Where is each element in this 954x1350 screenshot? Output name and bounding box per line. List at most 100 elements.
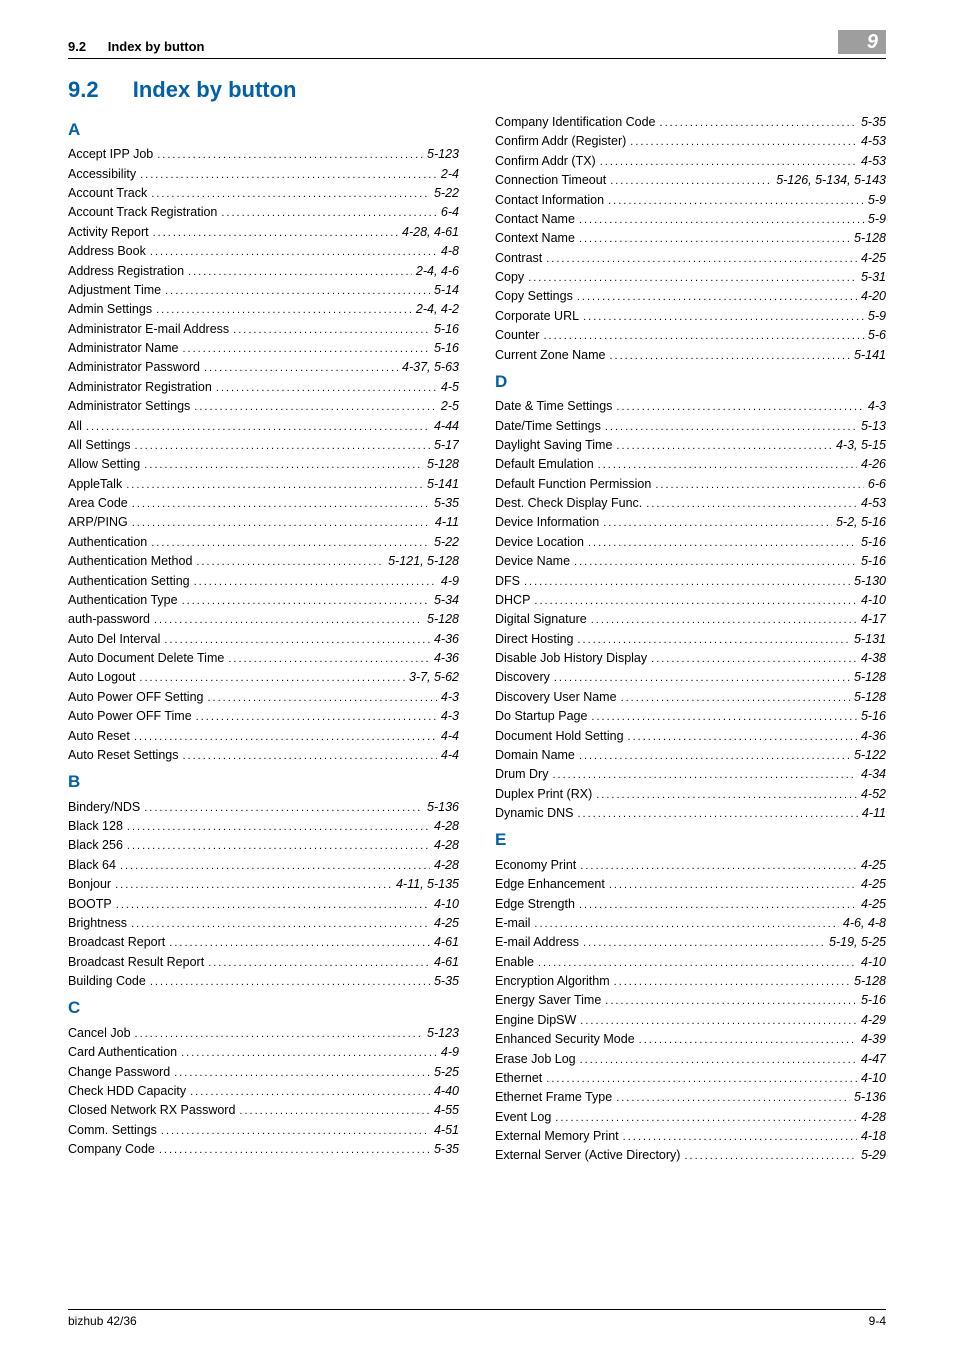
index-pages: 4-28, 4-61 bbox=[398, 223, 459, 242]
index-pages: 5-128 bbox=[850, 229, 886, 248]
index-entry: Allow Setting5-128 bbox=[68, 455, 459, 474]
index-entry: Enhanced Security Mode4-39 bbox=[495, 1030, 886, 1049]
section-heading: 9.2 Index by button bbox=[68, 77, 886, 103]
index-term: Administrator Registration bbox=[68, 378, 216, 397]
leader-dots bbox=[684, 1148, 857, 1165]
index-term: Current Zone Name bbox=[495, 346, 609, 365]
leader-dots bbox=[577, 289, 857, 306]
index-entry: Copy Settings4-20 bbox=[495, 287, 886, 306]
index-pages: 4-47 bbox=[857, 1050, 886, 1069]
leader-dots bbox=[538, 955, 857, 972]
leader-dots bbox=[546, 1071, 857, 1088]
index-pages: 5-2, 5-16 bbox=[832, 513, 886, 532]
index-entry: Discovery5-128 bbox=[495, 668, 886, 687]
leader-dots bbox=[578, 806, 858, 823]
leader-dots bbox=[552, 767, 857, 784]
index-pages: 4-3 bbox=[437, 688, 459, 707]
index-pages: 5-16 bbox=[857, 991, 886, 1010]
index-term: Authentication bbox=[68, 533, 151, 552]
index-entry: Address Book4-8 bbox=[68, 242, 459, 261]
index-entry: Black 644-28 bbox=[68, 856, 459, 875]
index-pages: 4-40 bbox=[430, 1082, 459, 1101]
leader-dots bbox=[134, 729, 437, 746]
index-term: Accessibility bbox=[68, 165, 140, 184]
index-entry: All4-44 bbox=[68, 417, 459, 436]
index-pages: 5-16 bbox=[857, 533, 886, 552]
index-term: Default Emulation bbox=[495, 455, 598, 474]
leader-dots bbox=[578, 632, 851, 649]
index-pages: 4-38 bbox=[857, 649, 886, 668]
index-term: Contact Name bbox=[495, 210, 579, 229]
index-term: Disable Job History Display bbox=[495, 649, 651, 668]
index-entry: Document Hold Setting4-36 bbox=[495, 727, 886, 746]
index-pages: 5-9 bbox=[864, 191, 886, 210]
leader-dots bbox=[605, 419, 857, 436]
index-term: Auto Reset Settings bbox=[68, 746, 182, 765]
index-pages: 4-10 bbox=[430, 895, 459, 914]
index-term: Engine DipSW bbox=[495, 1011, 580, 1030]
index-term: Economy Print bbox=[495, 856, 580, 875]
index-term: Counter bbox=[495, 326, 543, 345]
index-term: Enhanced Security Mode bbox=[495, 1030, 639, 1049]
index-term: Ethernet bbox=[495, 1069, 546, 1088]
leader-dots bbox=[164, 632, 430, 649]
index-entry: Context Name5-128 bbox=[495, 229, 886, 248]
index-term: Auto Logout bbox=[68, 668, 139, 687]
index-term: Building Code bbox=[68, 972, 150, 991]
leader-dots bbox=[610, 173, 772, 190]
index-entry: Ethernet Frame Type5-136 bbox=[495, 1088, 886, 1107]
footer-right: 9-4 bbox=[869, 1314, 886, 1328]
index-pages: 4-53 bbox=[857, 152, 886, 171]
index-pages: 5-35 bbox=[430, 494, 459, 513]
index-pages: 4-28 bbox=[430, 856, 459, 875]
leader-dots bbox=[182, 593, 430, 610]
index-pages: 5-16 bbox=[857, 552, 886, 571]
index-entry: Discovery User Name5-128 bbox=[495, 688, 886, 707]
leader-dots bbox=[609, 877, 857, 894]
index-entry: Economy Print 4-25 bbox=[495, 856, 886, 875]
index-pages: 4-36 bbox=[857, 727, 886, 746]
leader-dots bbox=[528, 270, 857, 287]
page-footer: bizhub 42/36 9-4 bbox=[68, 1309, 886, 1328]
index-term: Dynamic DNS bbox=[495, 804, 578, 823]
index-term: Administrator Settings bbox=[68, 397, 194, 416]
index-pages: 4-44 bbox=[430, 417, 459, 436]
index-entry: Confirm Addr (TX)4-53 bbox=[495, 152, 886, 171]
leader-dots bbox=[579, 897, 857, 914]
index-term: Ethernet Frame Type bbox=[495, 1088, 616, 1107]
leader-dots bbox=[651, 651, 857, 668]
index-pages: 4-61 bbox=[430, 933, 459, 952]
index-pages: 4-26 bbox=[857, 455, 886, 474]
index-entry: Administrator Registration4-5 bbox=[68, 378, 459, 397]
leader-dots bbox=[628, 729, 857, 746]
index-term: Cancel Job bbox=[68, 1024, 135, 1043]
index-pages: 5-16 bbox=[857, 707, 886, 726]
leader-dots bbox=[580, 1013, 857, 1030]
index-entry: Digital Signature4-17 bbox=[495, 610, 886, 629]
index-entry: Comm. Settings4-51 bbox=[68, 1121, 459, 1140]
index-entry: Authentication5-22 bbox=[68, 533, 459, 552]
index-pages: 4-28 bbox=[430, 836, 459, 855]
footer-left: bizhub 42/36 bbox=[68, 1314, 137, 1328]
index-term: Address Book bbox=[68, 242, 150, 261]
leader-dots bbox=[151, 535, 430, 552]
index-term: Digital Signature bbox=[495, 610, 591, 629]
index-pages: 4-25 bbox=[430, 914, 459, 933]
leader-dots bbox=[165, 283, 430, 300]
index-term: Administrator Password bbox=[68, 358, 204, 377]
index-term: Check HDD Capacity bbox=[68, 1082, 190, 1101]
leader-dots bbox=[182, 748, 436, 765]
index-term: Drum Dry bbox=[495, 765, 552, 784]
index-term: Contact Information bbox=[495, 191, 608, 210]
leader-dots bbox=[221, 205, 437, 222]
index-term: BOOTP bbox=[68, 895, 116, 914]
index-entry: Administrator Settings2-5 bbox=[68, 397, 459, 416]
leader-dots bbox=[204, 360, 398, 377]
index-entry: Admin Settings2-4, 4-2 bbox=[68, 300, 459, 319]
index-pages: 4-53 bbox=[857, 132, 886, 151]
index-term: Administrator Name bbox=[68, 339, 182, 358]
leader-dots bbox=[150, 244, 437, 261]
index-entry: Adjustment Time5-14 bbox=[68, 281, 459, 300]
index-pages: 4-25 bbox=[857, 856, 886, 875]
index-term: auth-password bbox=[68, 610, 154, 629]
